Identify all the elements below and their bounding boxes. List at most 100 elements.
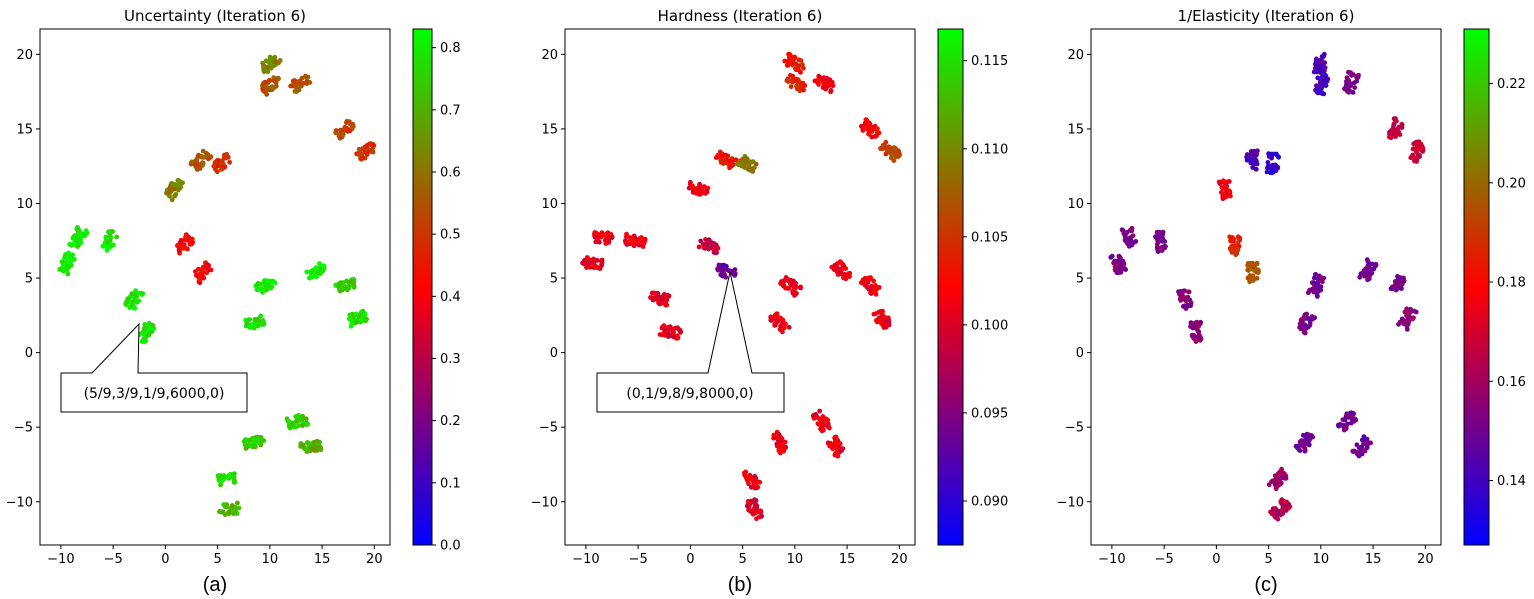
panel-b-point — [593, 230, 599, 236]
panel-c-cluster — [1408, 139, 1426, 164]
panel-c-point — [1394, 282, 1400, 287]
panel-b-cluster — [622, 231, 648, 250]
panel-a-point — [169, 197, 175, 203]
panel-c-cluster — [1153, 229, 1168, 255]
panel-b-point — [811, 416, 817, 421]
panel-a-point — [75, 244, 80, 250]
panel-a-ytick-label: 0 — [25, 346, 33, 361]
panel-c-point — [1119, 260, 1124, 266]
panel-a-cluster — [298, 438, 324, 454]
panel-b-point — [778, 324, 783, 329]
panel-b-point — [789, 57, 794, 62]
panel-c-colorbar-tick-label: 0.22 — [1497, 77, 1526, 92]
panel-a-point — [300, 413, 306, 419]
panel-a-point — [67, 241, 72, 247]
panel-b-point — [882, 144, 888, 149]
panel-a-colorbar-tick-label: 0.3 — [440, 352, 461, 367]
panel-b-colorbar-tick-label: 0.105 — [971, 230, 1008, 245]
panel-c-point — [1365, 440, 1371, 446]
panel-a-ytick-label: −10 — [6, 495, 33, 510]
panel-b-point — [783, 444, 789, 450]
panel-c-point — [1265, 165, 1270, 171]
panel-b-point — [788, 78, 794, 84]
panel-b-point — [815, 77, 821, 83]
panel-c-point — [1315, 88, 1321, 93]
panel-c-point — [1346, 80, 1352, 85]
panel-c-point — [1361, 268, 1367, 274]
panel-b-ytick-label: 10 — [541, 197, 558, 212]
panel-b-point — [835, 261, 840, 266]
panel-b-point — [733, 157, 739, 163]
panel-c-point — [1297, 321, 1303, 327]
panel-c-point — [1194, 337, 1200, 343]
panel-a-point — [261, 319, 266, 324]
panel-c-cluster — [1266, 466, 1289, 492]
panel-b-point — [794, 83, 799, 89]
panel-b-axes-frame — [564, 28, 916, 546]
panel-a-point — [197, 164, 203, 170]
panel-b-point — [817, 408, 823, 414]
panel-a-point — [272, 280, 278, 286]
panel-a-point — [142, 328, 148, 334]
panel-a-xtick-label: 15 — [314, 552, 331, 567]
panel-b-point — [627, 238, 632, 244]
panel-a-point — [230, 507, 236, 513]
panel-c-cluster — [1313, 72, 1331, 97]
panel-a-point — [247, 317, 253, 322]
panel-c-point — [1351, 72, 1356, 78]
panel-c-point — [1325, 76, 1331, 82]
panel-c-point — [1244, 157, 1250, 163]
panel-a-caption: (a) — [203, 574, 227, 596]
panel-b-xtick-label: 5 — [738, 552, 746, 567]
panel-b-callout: (0,1/9,8/9,8000,0) — [596, 271, 785, 413]
panel-b-point — [860, 277, 866, 283]
panel-c-point — [1237, 236, 1243, 241]
panel-c-point — [1118, 269, 1124, 275]
panel-b-point — [891, 145, 897, 150]
panel-c-xtick-label: 15 — [1365, 552, 1382, 567]
panel-a-point — [83, 228, 89, 234]
panel-b-point — [863, 117, 869, 122]
panel-b-point — [832, 440, 838, 445]
panel-b-point — [827, 443, 832, 449]
panel-a-xtick-label: 5 — [213, 552, 221, 567]
panel-c-point — [1364, 257, 1370, 263]
panel-c-point — [1364, 445, 1370, 450]
panel-a-point — [264, 287, 269, 293]
panel-b-point — [752, 473, 758, 479]
panel-a-point — [226, 474, 231, 480]
panel-b-cluster — [648, 290, 672, 308]
panel-c-point — [1304, 311, 1309, 317]
panel-a-point — [265, 69, 271, 75]
panel-c-cluster — [1388, 274, 1407, 293]
panel-a-point — [304, 446, 310, 452]
panel-a-xtick-label: −10 — [47, 552, 74, 567]
panel-b-cluster — [744, 497, 765, 522]
panel-c-point — [1159, 245, 1165, 250]
panel-a-point — [351, 284, 357, 290]
panel-c-point — [1269, 511, 1275, 517]
panel-b-point — [671, 334, 677, 340]
panel-b-point — [693, 186, 698, 192]
panel-b-point — [871, 278, 876, 284]
panel-a-point — [253, 317, 258, 323]
panel-a-point — [198, 267, 204, 273]
panel-c-colorbar-tick-label: 0.14 — [1497, 474, 1526, 489]
panel-c-cluster — [1268, 497, 1293, 522]
panel-b-point — [655, 291, 660, 297]
panel-a-cluster — [241, 434, 267, 451]
panel-b-point — [832, 435, 838, 440]
panel-a-cluster — [100, 228, 119, 253]
panel-c-point — [1122, 234, 1128, 239]
panel-a-point — [340, 287, 345, 293]
panel-c-point — [1117, 254, 1122, 260]
panel-b-point — [800, 87, 806, 93]
panel-a-point — [106, 229, 112, 235]
panel-a-cluster — [304, 261, 327, 281]
panel-b-point — [624, 242, 630, 247]
panel-c-cluster — [1244, 148, 1260, 172]
panel-b-point — [746, 475, 752, 481]
panel-a-point — [176, 248, 182, 254]
panel-b-point — [584, 265, 589, 270]
